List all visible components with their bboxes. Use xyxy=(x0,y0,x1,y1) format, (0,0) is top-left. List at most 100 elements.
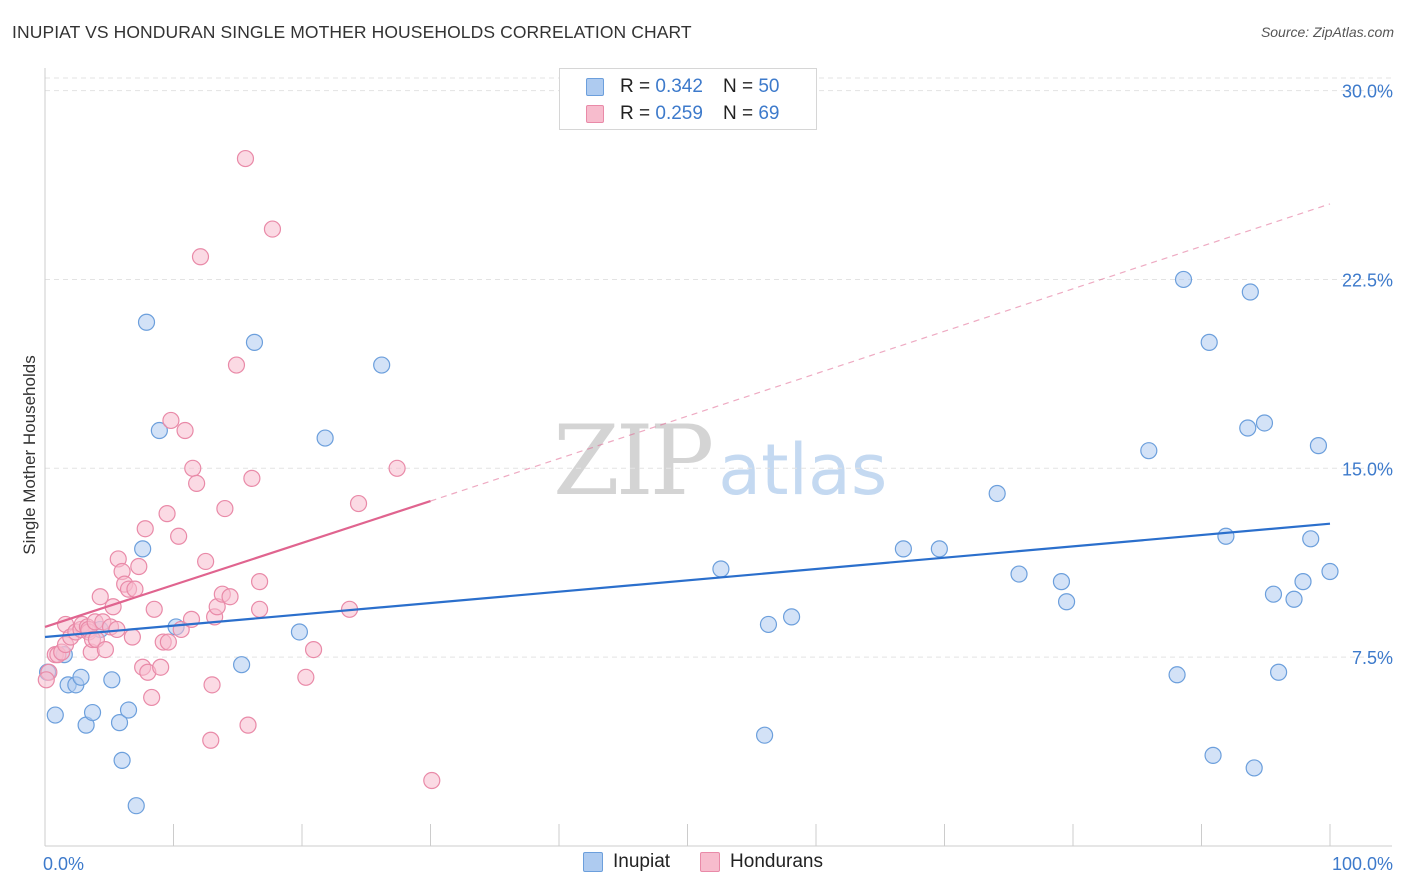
honduran-trend-extension xyxy=(430,203,1331,502)
inupiat-point xyxy=(1241,283,1259,301)
inupiat-point xyxy=(1294,573,1312,591)
inupiat-point xyxy=(46,706,64,724)
honduran-point xyxy=(188,474,206,493)
legend-item-inupiat: Inupiat xyxy=(583,851,670,873)
watermark-atlas: atlas xyxy=(718,429,888,511)
inupiat-point xyxy=(1010,565,1028,583)
inupiat-point xyxy=(290,623,309,641)
inupiat-point xyxy=(1217,527,1235,545)
inupiat-point xyxy=(113,751,131,769)
inupiat-point xyxy=(110,714,129,732)
honduran-point xyxy=(239,716,257,734)
inupiat-point xyxy=(1302,530,1320,548)
honduran-point xyxy=(158,505,176,523)
inupiat-point xyxy=(1321,562,1339,581)
honduran-point xyxy=(152,658,170,676)
honduran-point xyxy=(304,640,323,659)
inupiat-point xyxy=(988,484,1006,503)
honduran-point xyxy=(236,149,255,168)
chart-title: INUPIAT VS HONDURAN SINGLE MOTHER HOUSEH… xyxy=(12,22,692,42)
honduran-point xyxy=(162,411,180,430)
inupiat-point xyxy=(1239,419,1257,437)
honduran-point xyxy=(227,356,246,374)
honduran-point xyxy=(263,220,282,238)
inupiat-point xyxy=(373,356,391,374)
hondurans-n-value: 69 xyxy=(758,103,780,124)
honduran-point xyxy=(349,494,368,513)
inupiat-point xyxy=(894,540,912,558)
stats-row-inupiat: R = 0.342 N = 50 xyxy=(586,75,779,99)
honduran-point xyxy=(202,731,220,749)
inupiat-point xyxy=(1245,759,1263,777)
inupiat-point xyxy=(1200,333,1218,351)
hondurans-r-label: R = xyxy=(620,103,651,124)
honduran-point xyxy=(96,640,114,659)
stats-row-hondurans: R = 0.259 N = 69 xyxy=(586,102,779,126)
legend-label-hondurans: Hondurans xyxy=(730,851,823,872)
honduran-point xyxy=(297,668,315,686)
hondurans-r-value: 0.259 xyxy=(655,103,703,124)
inupiat-point xyxy=(233,656,251,674)
inupiat-point xyxy=(755,726,774,744)
inupiat-point xyxy=(72,668,90,686)
y-tick-label: 15.0% xyxy=(1342,459,1393,479)
inupiat-point xyxy=(1309,437,1328,455)
honduran-point xyxy=(176,421,194,440)
inupiat-point xyxy=(1057,593,1076,611)
honduran-point xyxy=(191,248,210,266)
source-label: Source: ZipAtlas.com xyxy=(1260,24,1394,40)
x-tick-label: 0.0% xyxy=(43,854,84,874)
inupiat-point xyxy=(127,797,145,815)
honduran-point xyxy=(145,600,163,618)
watermark-zip: ZIP xyxy=(553,405,714,517)
inupiat-point xyxy=(782,608,801,626)
inupiat-point xyxy=(1140,442,1158,460)
inupiat-point xyxy=(119,701,138,719)
inupiat-swatch xyxy=(586,78,604,96)
inupiat-point xyxy=(245,333,264,351)
honduran-point xyxy=(136,520,154,538)
legend-label-inupiat: Inupiat xyxy=(613,851,671,872)
inupiat-point xyxy=(83,703,102,722)
stats-legend: R = 0.342 N = 50 R = 0.259 N = 69 xyxy=(559,68,817,130)
honduran-point xyxy=(91,588,109,606)
honduran-point xyxy=(184,459,202,477)
inupiat-point xyxy=(759,615,778,634)
honduran-point xyxy=(159,633,177,651)
honduran-point xyxy=(143,688,161,707)
inupiat-point xyxy=(1285,590,1303,608)
inupiat-point xyxy=(1174,270,1193,289)
inupiat-point xyxy=(1255,414,1274,432)
honduran-point xyxy=(130,557,148,576)
inupiat-point xyxy=(137,313,156,331)
honduran-point xyxy=(250,573,269,591)
inupiat-point xyxy=(316,429,334,447)
y-tick-label: 22.5% xyxy=(1342,270,1393,290)
inupiat-r-label: R = xyxy=(620,76,651,97)
honduran-point xyxy=(423,771,441,790)
inupiat-n-value: 50 xyxy=(758,76,780,97)
honduran-point xyxy=(221,588,239,606)
inupiat-point xyxy=(712,560,730,578)
y-tick-label: 30.0% xyxy=(1342,82,1393,102)
honduran-point xyxy=(243,469,261,487)
hondurans-swatch xyxy=(586,105,604,123)
honduran-point xyxy=(170,527,188,545)
inupiat-point xyxy=(103,671,121,689)
inupiat-point xyxy=(150,421,168,440)
inupiat-point xyxy=(1264,585,1283,603)
inupiat-n-label: N = xyxy=(722,76,754,97)
series-legend: Inupiat Hondurans xyxy=(0,851,1406,873)
honduran-point xyxy=(203,676,221,694)
inupiat-r-value: 0.342 xyxy=(655,76,703,97)
inupiat-point xyxy=(930,540,948,558)
honduran-point xyxy=(37,671,55,689)
inupiat-point xyxy=(134,540,152,558)
legend-item-hondurans: Hondurans xyxy=(700,851,823,873)
honduran-point xyxy=(123,628,141,646)
inupiat-point xyxy=(1052,573,1071,591)
inupiat-trend-line xyxy=(44,522,1331,639)
legend-swatch-hondurans xyxy=(700,852,721,872)
honduran-point xyxy=(216,499,234,518)
